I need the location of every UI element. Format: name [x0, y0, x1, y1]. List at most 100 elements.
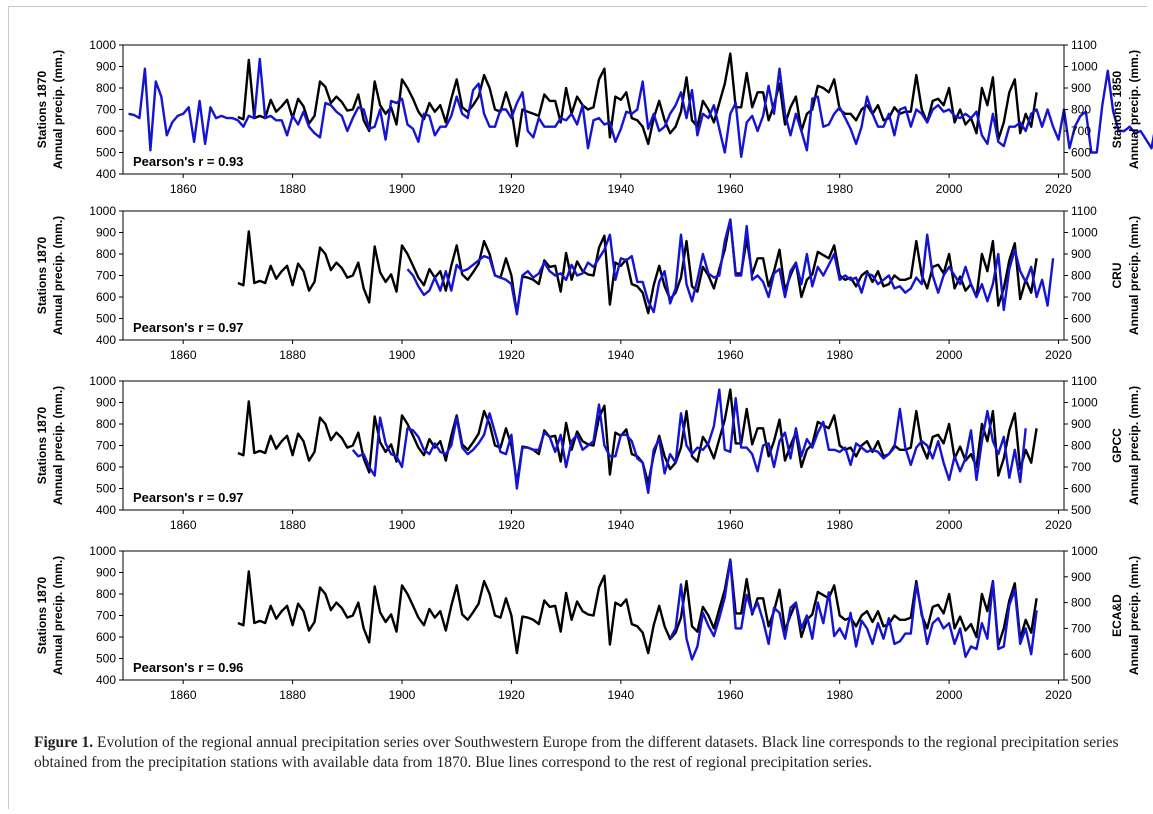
left-tick-label: 600: [96, 124, 116, 138]
x-tick-label: 1920: [498, 688, 525, 702]
right-tick-label: 900: [1071, 247, 1091, 261]
left-tick-label: 900: [96, 226, 116, 240]
chart-panel-2: 400 500 600 700 800 900 1000 500 600 700 800 900 100…: [35, 204, 1141, 362]
x-tick-label: 1900: [389, 518, 416, 532]
x-tick-label: 1920: [498, 348, 525, 362]
x-tick-label: 1900: [389, 182, 416, 196]
right-tick-label: 500: [1071, 503, 1091, 517]
series-line-black: [237, 52, 1038, 148]
right-tick-label: 1100: [1071, 38, 1097, 52]
right-tick-label: 1100: [1071, 204, 1097, 218]
right-axis-title: Stations 1850: [1110, 70, 1124, 148]
series-line-blue: [406, 218, 1055, 316]
left-tick-label: 700: [96, 103, 116, 117]
x-tick-label: 1880: [279, 348, 306, 362]
x-tick-label: 1940: [608, 182, 635, 196]
x-tick-label: 1940: [608, 688, 635, 702]
figure-charts: 400 500 600 700 800 900 1000 500 600 700 800 900 100…: [35, 38, 1153, 702]
chart-panel-3: 400 500 600 700 800 900 1000 500 600 700 800 900 100…: [35, 374, 1141, 532]
x-tick-label: 1960: [717, 348, 744, 362]
pearson-annotation: Pearson's r = 0.93: [133, 154, 243, 169]
caption-text: Evolution of the regional annual precipi…: [34, 734, 1119, 771]
right-axis-subtitle: Annual precip. (mm.): [1127, 216, 1141, 335]
right-axis-title: CRU: [1110, 263, 1124, 289]
right-tick-label: 1000: [1071, 226, 1098, 240]
left-tick-label: 500: [96, 312, 116, 326]
left-tick-label: 400: [96, 673, 116, 687]
left-tick-label: 700: [96, 439, 116, 453]
chart-panel-1: 400 500 600 700 800 900 1000 500 600 700 800 900 100…: [35, 38, 1153, 196]
series-line-black: [237, 218, 1038, 315]
x-tick-label: 1900: [389, 348, 416, 362]
right-axis-title: GPCC: [1110, 428, 1124, 463]
left-axis-subtitle: Annual precip. (mm.): [51, 50, 65, 169]
left-tick-label: 700: [96, 609, 116, 623]
left-tick-label: 600: [96, 460, 116, 474]
chart-panel-4: 400 500 600 700 800 900 1000 500 600 700 800 900 100…: [35, 544, 1141, 702]
x-tick-label: 2000: [936, 182, 963, 196]
x-tick-label: 1860: [170, 182, 197, 196]
right-tick-label: 1100: [1071, 374, 1097, 388]
left-tick-label: 400: [96, 167, 116, 181]
right-axis-subtitle: Annual precip. (mm.): [1127, 556, 1141, 675]
pearson-annotation: Pearson's r = 0.96: [133, 660, 243, 675]
pearson-annotation: Pearson's r = 0.97: [133, 490, 243, 505]
x-tick-label: 1980: [826, 348, 853, 362]
right-tick-label: 900: [1071, 570, 1091, 584]
left-tick-label: 500: [96, 146, 116, 160]
left-tick-label: 1000: [89, 204, 116, 218]
x-tick-label: 1960: [717, 518, 744, 532]
right-tick-label: 700: [1071, 124, 1091, 138]
series-line-black: [237, 388, 1038, 485]
left-axis-title: Stations 1870: [35, 70, 49, 148]
right-tick-label: 500: [1071, 167, 1091, 181]
left-tick-label: 800: [96, 417, 116, 431]
x-tick-label: 1860: [170, 688, 197, 702]
right-tick-label: 800: [1071, 439, 1091, 453]
right-tick-label: 500: [1071, 333, 1091, 347]
caption-label: Figure 1.: [34, 734, 94, 751]
x-tick-label: 1960: [717, 688, 744, 702]
right-tick-label: 600: [1071, 647, 1091, 661]
right-tick-label: 700: [1071, 621, 1091, 635]
right-tick-label: 900: [1071, 81, 1091, 95]
series-line-black: [237, 558, 1038, 655]
x-tick-label: 2020: [1045, 182, 1072, 196]
x-tick-label: 1980: [826, 182, 853, 196]
left-tick-label: 800: [96, 247, 116, 261]
x-tick-label: 1940: [608, 518, 635, 532]
figure-caption: Figure 1. Evolution of the regional annu…: [34, 733, 1124, 773]
right-tick-label: 700: [1071, 460, 1091, 474]
x-tick-label: 1920: [498, 518, 525, 532]
x-tick-label: 1860: [170, 348, 197, 362]
left-axis-subtitle: Annual precip. (mm.): [51, 556, 65, 675]
right-tick-label: 800: [1071, 269, 1091, 283]
pearson-annotation: Pearson's r = 0.97: [133, 320, 243, 335]
left-axis-title: Stations 1870: [35, 406, 49, 484]
left-tick-label: 900: [96, 396, 116, 410]
x-tick-label: 1960: [717, 182, 744, 196]
right-axis-subtitle: Annual precip. (mm.): [1127, 386, 1141, 505]
x-tick-label: 1880: [279, 182, 306, 196]
left-axis-title: Stations 1870: [35, 576, 49, 654]
x-tick-label: 1880: [279, 518, 306, 532]
left-tick-label: 800: [96, 81, 116, 95]
left-tick-label: 500: [96, 482, 116, 496]
left-axis-subtitle: Annual precip. (mm.): [51, 386, 65, 505]
left-tick-label: 800: [96, 587, 116, 601]
right-tick-label: 600: [1071, 312, 1091, 326]
right-axis-subtitle: Annual precip. (mm.): [1127, 50, 1141, 169]
left-tick-label: 600: [96, 290, 116, 304]
right-tick-label: 600: [1071, 146, 1091, 160]
x-tick-label: 1860: [170, 518, 197, 532]
left-tick-label: 500: [96, 652, 116, 666]
x-tick-label: 2020: [1045, 518, 1072, 532]
left-axis-title: Stations 1870: [35, 236, 49, 314]
right-tick-label: 1000: [1071, 396, 1098, 410]
left-tick-label: 400: [96, 503, 116, 517]
left-tick-label: 900: [96, 60, 116, 74]
x-tick-label: 2020: [1045, 688, 1072, 702]
x-tick-label: 1880: [279, 688, 306, 702]
left-tick-label: 600: [96, 630, 116, 644]
figure-frame: [8, 6, 1147, 809]
